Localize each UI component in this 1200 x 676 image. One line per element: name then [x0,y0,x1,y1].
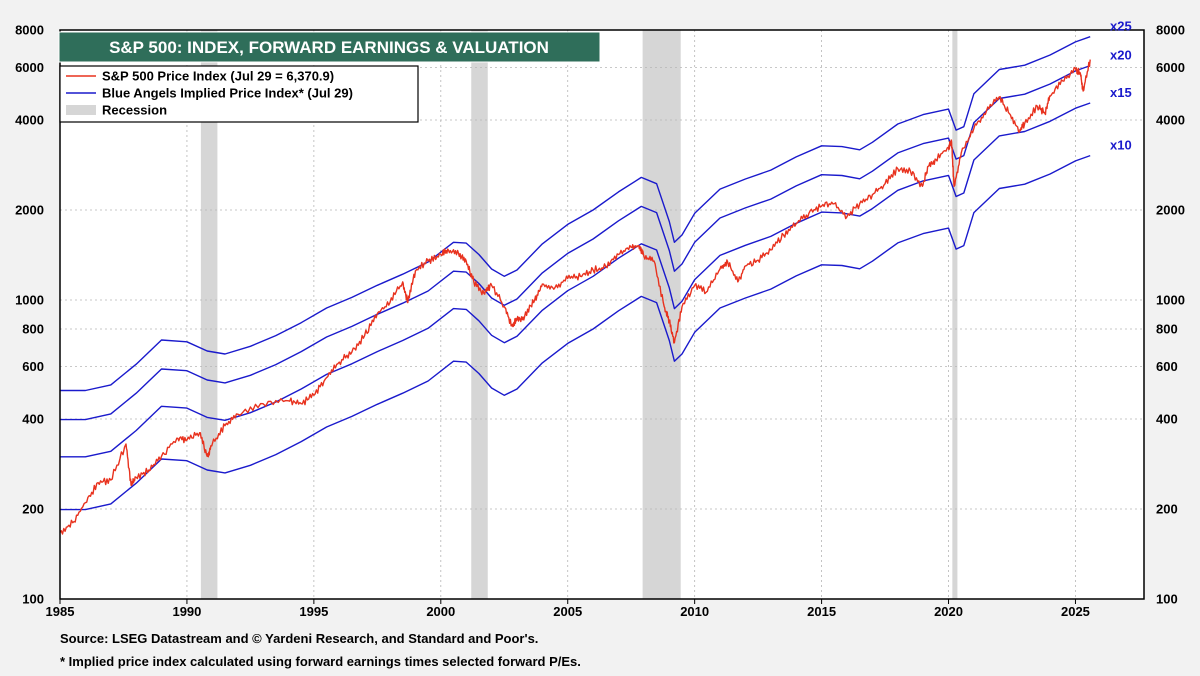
implied-line-x25 [60,36,1091,392]
y-tick-label-right: 600 [1156,359,1178,374]
y-tick-label-left: 2000 [15,203,44,218]
legend-label-sp500: S&P 500 Price Index (Jul 29 = 6,370.9) [102,69,334,84]
y-tick-label-right: 1000 [1156,293,1185,308]
implied-line-x10 [60,154,1091,511]
series-group [59,36,1091,535]
recession-band [642,30,681,599]
x-tick-label: 1985 [46,604,75,619]
x-tick-label: 2020 [934,604,963,619]
legend-label-recession: Recession [102,103,167,118]
multiplier-label-x20: x20 [1110,48,1132,63]
x-tick-label: 2015 [807,604,836,619]
recession-band [471,30,488,599]
title-box: S&P 500: INDEX, FORWARD EARNINGS & VALUA… [58,31,601,63]
x-tick-label: 2005 [553,604,582,619]
multiplier-label-x10: x10 [1110,138,1132,153]
x-tick-label: 1995 [299,604,328,619]
y-tick-label-left: 800 [22,321,44,336]
recession-band [200,30,218,599]
legend: S&P 500 Price Index (Jul 29 = 6,370.9) B… [59,65,419,123]
y-tick-label-right: 800 [1156,321,1178,336]
legend-label-implied: Blue Angels Implied Price Index* (Jul 29… [102,86,353,101]
x-tick-label: 2000 [426,604,455,619]
plot-frame [59,29,1145,600]
y-tick-label-right: 200 [1156,501,1178,516]
y-tick-label-right: 2000 [1156,203,1185,218]
multiplier-label-x25: x25 [1110,19,1132,34]
multiplier-labels: x25 x20 x15 x10 [1110,19,1132,153]
y-tick-label-left: 1000 [15,293,44,308]
implied-footnote: * Implied price index calculated using f… [60,654,581,669]
implied-line-x15 [60,102,1091,458]
multiplier-label-x15: x15 [1110,85,1132,100]
y-tick-label-left: 4000 [15,113,44,128]
y-tick-label-right: 4000 [1156,113,1185,128]
implied-line-x20 [60,64,1091,421]
y-tick-label-left: 200 [22,501,44,516]
y-tick-label-right: 400 [1156,411,1178,426]
chart-title: S&P 500: INDEX, FORWARD EARNINGS & VALUA… [109,38,549,57]
recession-band [952,30,958,599]
y-tick-label-right: 100 [1156,592,1178,607]
source-note: Source: LSEG Datastream and © Yardeni Re… [60,631,539,646]
y-tick-label-left: 600 [22,359,44,374]
legend-swatch-recession [66,105,96,115]
recession-bands [200,30,958,599]
y-tick-label-left: 100 [22,592,44,607]
axis-ticks: 1985 1990 1995 2000 2005 2010 2015 2020 2025 100 1… [15,23,1185,620]
y-tick-label-left: 400 [22,411,44,426]
plot-background [60,30,1144,599]
y-tick-label-right: 6000 [1156,60,1185,75]
x-tick-label: 1990 [172,604,201,619]
x-tick-label: 2025 [1061,604,1090,619]
y-tick-label-right: 8000 [1156,23,1185,38]
x-tick-label: 2010 [680,604,709,619]
sp500-line [59,59,1091,535]
y-tick-label-left: 8000 [15,23,44,38]
y-tick-label-left: 6000 [15,60,44,75]
